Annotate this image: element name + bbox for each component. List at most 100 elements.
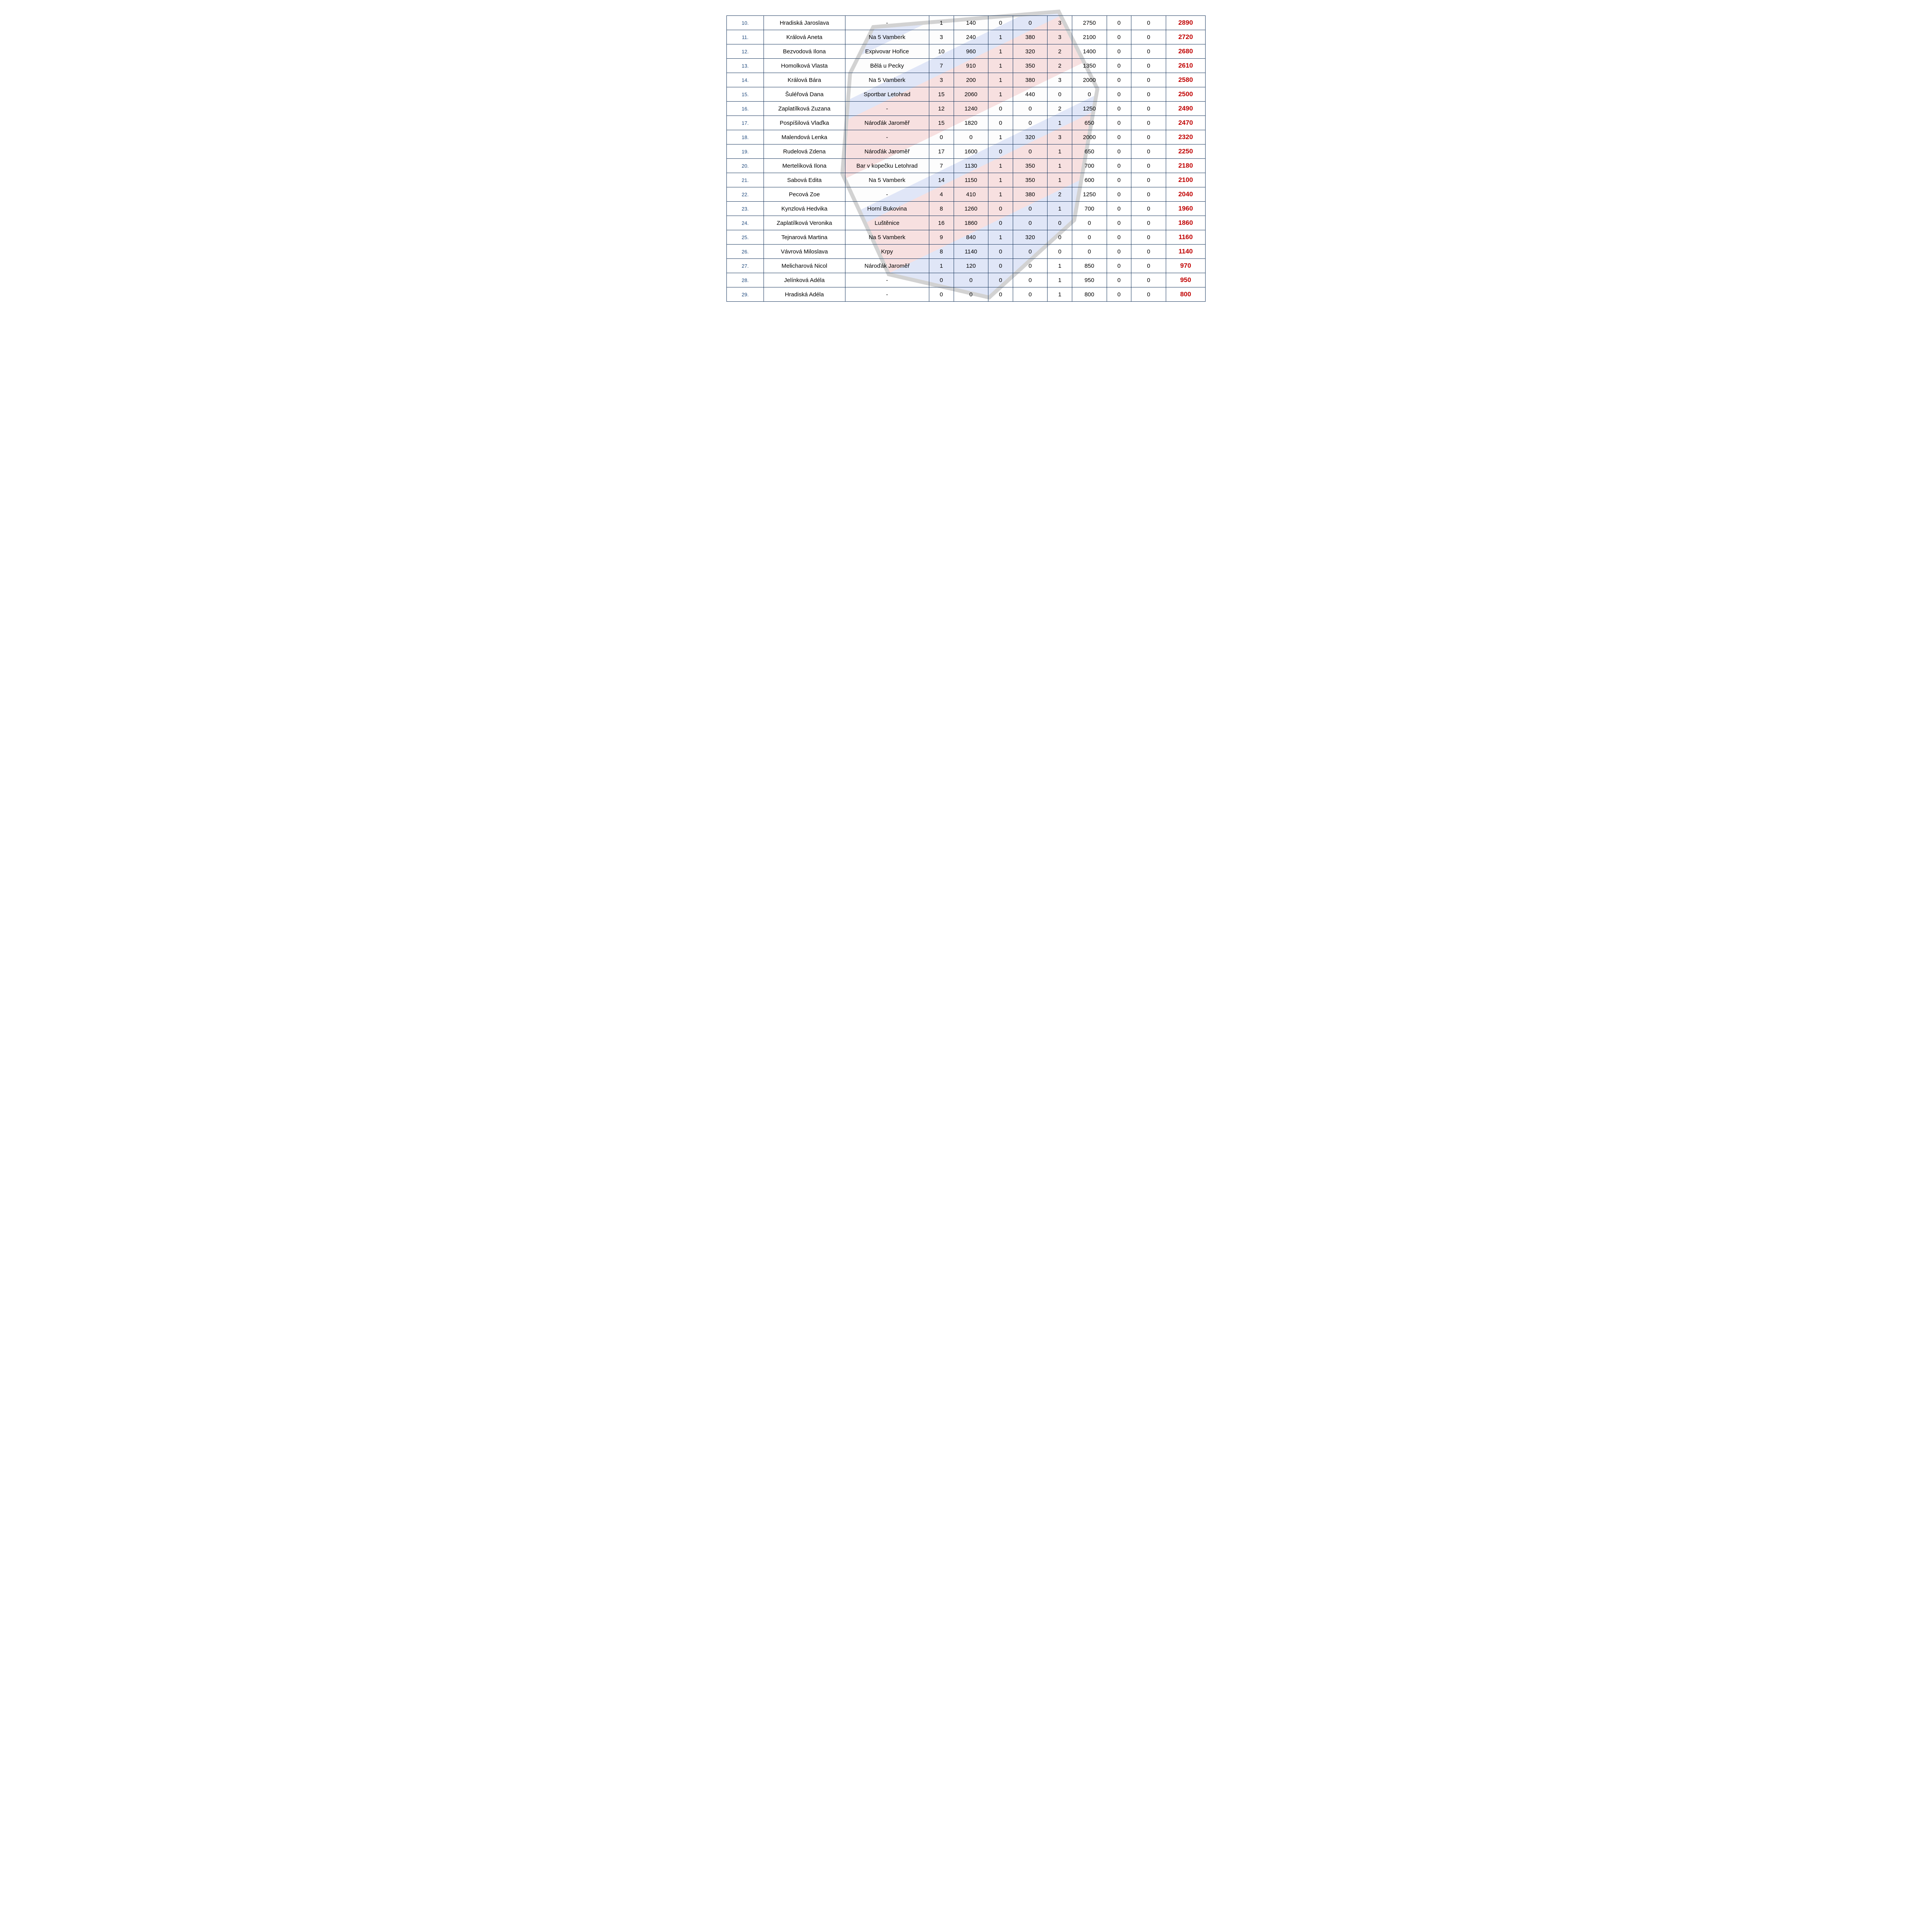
cell-c4: 0 bbox=[1013, 144, 1047, 159]
cell-c1: 12 bbox=[929, 102, 954, 116]
cell-c3: 0 bbox=[988, 273, 1013, 287]
results-table: 10.Hradiská Jaroslava-114000327500028901… bbox=[726, 15, 1206, 302]
cell-c1: 4 bbox=[929, 187, 954, 202]
cell-c7: 0 bbox=[1107, 159, 1131, 173]
cell-c5: 3 bbox=[1048, 16, 1072, 30]
cell-c4: 350 bbox=[1013, 59, 1047, 73]
cell-team: Na 5 Vamberk bbox=[845, 30, 929, 44]
cell-c5: 2 bbox=[1048, 59, 1072, 73]
cell-c4: 380 bbox=[1013, 73, 1047, 87]
cell-c8: 0 bbox=[1131, 30, 1166, 44]
cell-c4: 0 bbox=[1013, 216, 1047, 230]
cell-c7: 0 bbox=[1107, 287, 1131, 302]
cell-c4: 0 bbox=[1013, 16, 1047, 30]
cell-c3: 0 bbox=[988, 202, 1013, 216]
cell-c8: 0 bbox=[1131, 245, 1166, 259]
cell-c2: 410 bbox=[954, 187, 988, 202]
cell-c5: 1 bbox=[1048, 287, 1072, 302]
cell-rank: 16. bbox=[727, 102, 764, 116]
cell-rank: 13. bbox=[727, 59, 764, 73]
table-row: 29.Hradiská Adéla-0000180000800 bbox=[727, 287, 1206, 302]
cell-total: 2580 bbox=[1166, 73, 1205, 87]
cell-name: Vávrová Miloslava bbox=[764, 245, 845, 259]
cell-team: Bar v kopečku Letohrad bbox=[845, 159, 929, 173]
cell-c8: 0 bbox=[1131, 130, 1166, 144]
cell-c6: 2750 bbox=[1072, 16, 1107, 30]
cell-c7: 0 bbox=[1107, 216, 1131, 230]
cell-c4: 380 bbox=[1013, 30, 1047, 44]
cell-c8: 0 bbox=[1131, 230, 1166, 245]
cell-c4: 320 bbox=[1013, 44, 1047, 59]
cell-team: - bbox=[845, 130, 929, 144]
cell-c6: 650 bbox=[1072, 116, 1107, 130]
table-row: 17.Pospíšilová VlaďkaNároďák Jaroměř1518… bbox=[727, 116, 1206, 130]
cell-c4: 0 bbox=[1013, 259, 1047, 273]
table-row: 21.Sabová EditaNa 5 Vamberk1411501350160… bbox=[727, 173, 1206, 187]
cell-c6: 2100 bbox=[1072, 30, 1107, 44]
cell-c6: 0 bbox=[1072, 245, 1107, 259]
table-row: 15.Šuléřová DanaSportbar Letohrad1520601… bbox=[727, 87, 1206, 102]
cell-total: 970 bbox=[1166, 259, 1205, 273]
cell-c7: 0 bbox=[1107, 144, 1131, 159]
cell-c7: 0 bbox=[1107, 273, 1131, 287]
cell-c5: 2 bbox=[1048, 187, 1072, 202]
cell-c8: 0 bbox=[1131, 59, 1166, 73]
cell-c6: 0 bbox=[1072, 230, 1107, 245]
cell-total: 2100 bbox=[1166, 173, 1205, 187]
cell-c4: 0 bbox=[1013, 287, 1047, 302]
cell-c2: 2060 bbox=[954, 87, 988, 102]
cell-name: Zaplatílková Zuzana bbox=[764, 102, 845, 116]
cell-total: 2610 bbox=[1166, 59, 1205, 73]
cell-c2: 1130 bbox=[954, 159, 988, 173]
cell-c8: 0 bbox=[1131, 116, 1166, 130]
cell-rank: 25. bbox=[727, 230, 764, 245]
cell-c6: 1400 bbox=[1072, 44, 1107, 59]
cell-c8: 0 bbox=[1131, 16, 1166, 30]
cell-c1: 10 bbox=[929, 44, 954, 59]
cell-c3: 0 bbox=[988, 116, 1013, 130]
cell-total: 2250 bbox=[1166, 144, 1205, 159]
cell-c1: 1 bbox=[929, 259, 954, 273]
cell-c6: 950 bbox=[1072, 273, 1107, 287]
cell-rank: 29. bbox=[727, 287, 764, 302]
cell-rank: 28. bbox=[727, 273, 764, 287]
cell-c7: 0 bbox=[1107, 30, 1131, 44]
cell-team: Horní Bukovina bbox=[845, 202, 929, 216]
cell-c6: 1250 bbox=[1072, 187, 1107, 202]
table-row: 25.Tejnarová MartinaNa 5 Vamberk98401320… bbox=[727, 230, 1206, 245]
cell-rank: 20. bbox=[727, 159, 764, 173]
cell-name: Králová Bára bbox=[764, 73, 845, 87]
cell-c8: 0 bbox=[1131, 259, 1166, 273]
cell-team: - bbox=[845, 102, 929, 116]
table-row: 24.Zaplatílková VeronikaLuštěnice1618600… bbox=[727, 216, 1206, 230]
cell-c6: 700 bbox=[1072, 202, 1107, 216]
cell-c3: 0 bbox=[988, 102, 1013, 116]
cell-c2: 910 bbox=[954, 59, 988, 73]
cell-c1: 9 bbox=[929, 230, 954, 245]
table-row: 23.Kynzlová HedvikaHorní Bukovina8126000… bbox=[727, 202, 1206, 216]
cell-c3: 0 bbox=[988, 259, 1013, 273]
cell-c8: 0 bbox=[1131, 44, 1166, 59]
cell-c8: 0 bbox=[1131, 87, 1166, 102]
cell-rank: 12. bbox=[727, 44, 764, 59]
cell-c6: 800 bbox=[1072, 287, 1107, 302]
table-row: 20.Mertelíková IlonaBar v kopečku Letohr… bbox=[727, 159, 1206, 173]
cell-team: Na 5 Vamberk bbox=[845, 230, 929, 245]
cell-total: 2890 bbox=[1166, 16, 1205, 30]
cell-name: Kynzlová Hedvika bbox=[764, 202, 845, 216]
table-row: 18.Malendová Lenka-00132032000002320 bbox=[727, 130, 1206, 144]
cell-c1: 0 bbox=[929, 273, 954, 287]
cell-name: Melicharová Nicol bbox=[764, 259, 845, 273]
cell-c6: 1350 bbox=[1072, 59, 1107, 73]
cell-rank: 17. bbox=[727, 116, 764, 130]
cell-team: Luštěnice bbox=[845, 216, 929, 230]
cell-name: Pospíšilová Vlaďka bbox=[764, 116, 845, 130]
cell-total: 2500 bbox=[1166, 87, 1205, 102]
cell-c4: 0 bbox=[1013, 102, 1047, 116]
cell-rank: 21. bbox=[727, 173, 764, 187]
cell-c8: 0 bbox=[1131, 202, 1166, 216]
cell-rank: 15. bbox=[727, 87, 764, 102]
cell-c7: 0 bbox=[1107, 230, 1131, 245]
cell-name: Hradiská Jaroslava bbox=[764, 16, 845, 30]
table-row: 27.Melicharová NicolNároďák Jaroměř11200… bbox=[727, 259, 1206, 273]
